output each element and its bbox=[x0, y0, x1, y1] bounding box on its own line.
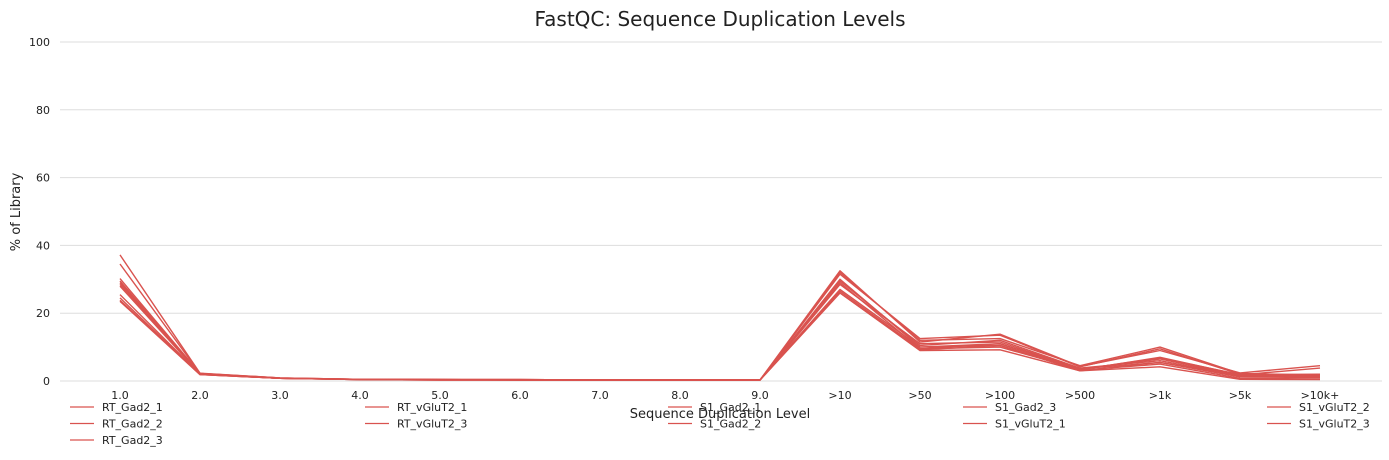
legend-label: RT_Gad2_3 bbox=[102, 434, 163, 447]
legend-label: RT_vGluT2_3 bbox=[397, 418, 467, 431]
x-tick-label: >10k+ bbox=[1301, 389, 1340, 402]
y-tick-label: 60 bbox=[36, 172, 50, 185]
legend-label: RT_Gad2_1 bbox=[102, 401, 163, 414]
x-tick-label: >500 bbox=[1065, 389, 1095, 402]
y-axis-label: % of Library bbox=[9, 172, 24, 251]
x-tick-label: 3.0 bbox=[271, 389, 289, 402]
series-line bbox=[119, 292, 1321, 381]
legend-item[interactable]: RT_vGluT2_1 bbox=[365, 401, 467, 414]
x-tick-label: >100 bbox=[985, 389, 1015, 402]
y-tick-label: 20 bbox=[36, 307, 50, 320]
y-axis-ticks: 0 20 40 60 80 100 bbox=[29, 36, 50, 388]
legend-item[interactable]: S1_vGluT2_2 bbox=[1267, 401, 1370, 414]
legend-label: S1_Gad2_3 bbox=[995, 401, 1056, 414]
y-tick-label: 100 bbox=[29, 36, 50, 49]
chart-title: FastQC: Sequence Duplication Levels bbox=[534, 7, 905, 31]
legend-item[interactable]: S1_Gad2_1 bbox=[668, 401, 761, 414]
x-tick-label: 9.0 bbox=[751, 389, 769, 402]
legend-item[interactable]: S1_Gad2_3 bbox=[963, 401, 1056, 414]
x-axis-ticks: 1.0 2.0 3.0 4.0 5.0 6.0 7.0 8.0 9.0 >10 >50 >100 >50… bbox=[111, 389, 1339, 402]
x-tick-label: 2.0 bbox=[191, 389, 209, 402]
legend-item[interactable]: RT_Gad2_1 bbox=[70, 401, 163, 414]
legend-item[interactable]: S1_vGluT2_1 bbox=[963, 418, 1066, 431]
legend-label: RT_Gad2_2 bbox=[102, 418, 163, 431]
x-tick-label: >5k bbox=[1229, 389, 1252, 402]
series-lines bbox=[119, 254, 1321, 381]
x-tick-label: 4.0 bbox=[351, 389, 369, 402]
legend-item[interactable]: S1_Gad2_2 bbox=[668, 418, 761, 431]
legend-item[interactable]: RT_vGluT2_3 bbox=[365, 418, 467, 431]
legend-label: S1_vGluT2_2 bbox=[1299, 401, 1370, 414]
x-axis-label: Sequence Duplication Level bbox=[630, 407, 810, 422]
legend-item[interactable]: S1_vGluT2_3 bbox=[1267, 418, 1370, 431]
x-tick-label: >1k bbox=[1149, 389, 1172, 402]
legend-label: RT_vGluT2_1 bbox=[397, 401, 467, 414]
y-tick-label: 40 bbox=[36, 239, 50, 252]
legend-label: S1_vGluT2_3 bbox=[1299, 418, 1370, 431]
legend-label: S1_vGluT2_1 bbox=[995, 418, 1066, 431]
legend-label: S1_Gad2_1 bbox=[700, 401, 761, 414]
legend-item[interactable]: RT_Gad2_2 bbox=[70, 418, 163, 431]
y-tick-label: 80 bbox=[36, 104, 50, 117]
x-tick-label: 5.0 bbox=[431, 389, 449, 402]
x-tick-label: 1.0 bbox=[111, 389, 129, 402]
legend: RT_Gad2_1 RT_Gad2_2 RT_Gad2_3 RT_vGluT2_1 RT… bbox=[70, 401, 1370, 447]
x-tick-label: 6.0 bbox=[511, 389, 529, 402]
x-tick-label: >10 bbox=[828, 389, 851, 402]
legend-label: S1_Gad2_2 bbox=[700, 418, 761, 431]
x-tick-label: >50 bbox=[908, 389, 931, 402]
legend-item[interactable]: RT_Gad2_3 bbox=[70, 434, 163, 447]
grid-lines bbox=[60, 41, 1382, 382]
x-tick-label: 8.0 bbox=[671, 389, 689, 402]
x-tick-label: 7.0 bbox=[591, 389, 609, 402]
y-tick-label: 0 bbox=[43, 375, 50, 388]
